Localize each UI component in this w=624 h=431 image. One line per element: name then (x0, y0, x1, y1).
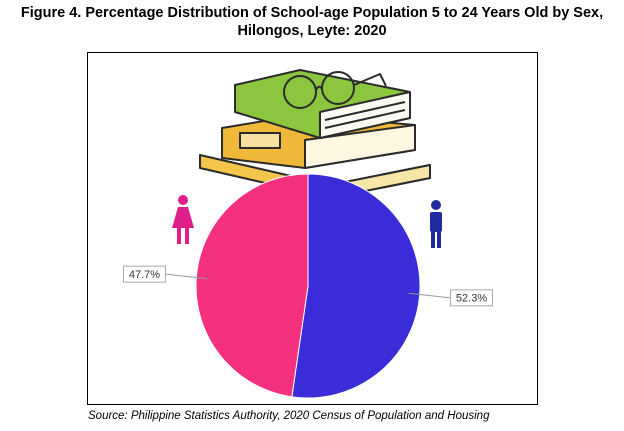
label-box (450, 289, 494, 307)
leader-line (408, 292, 451, 299)
leader-line (165, 273, 208, 280)
books-illustration (199, 69, 431, 199)
data-label: 52.3% (456, 293, 487, 305)
female-icon (172, 195, 194, 244)
label-box (122, 265, 166, 283)
source-note: Source: Philippine Statistics Authority,… (88, 410, 490, 422)
male-icon (430, 200, 442, 248)
chart-title: Figure 4. Percentage Distribution of Sch… (20, 5, 604, 39)
data-label: 47.7% (129, 269, 160, 281)
